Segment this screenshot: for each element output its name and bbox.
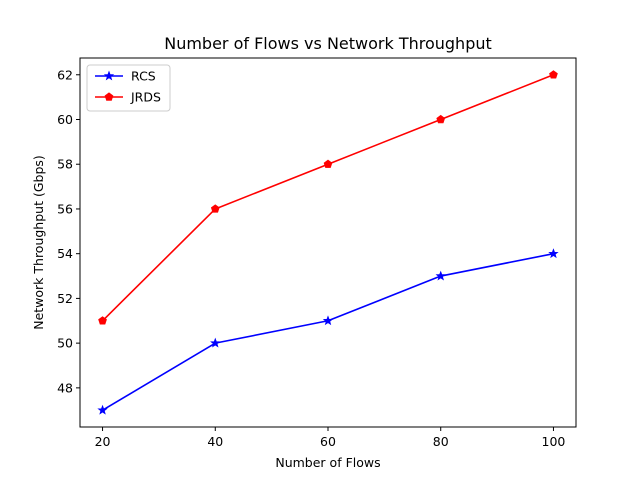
data-point-rcs: [548, 248, 559, 259]
y-axis: 48 50 52 54 56 58 60 62: [57, 67, 80, 395]
data-point-rcs: [435, 270, 446, 281]
legend-label-rcs: RCS: [131, 69, 156, 84]
data-point-jrds: [436, 114, 446, 124]
x-tick-label: 80: [433, 434, 449, 449]
x-axis-label: Number of Flows: [275, 455, 380, 470]
y-tick-label: 56: [57, 201, 73, 216]
legend-marker-jrds: [104, 92, 114, 101]
data-point-jrds: [210, 204, 220, 213]
x-tick-label: 100: [542, 434, 566, 449]
y-axis-label: Network Throughput (Gbps): [31, 155, 46, 330]
legend: RCS JRDS: [86, 64, 171, 112]
y-tick-label: 62: [57, 67, 73, 82]
data-point-rcs: [210, 337, 221, 348]
y-tick-label: 50: [57, 336, 73, 351]
x-tick-label: 60: [320, 434, 336, 449]
legend-marker-rcs: [103, 70, 115, 81]
x-axis: 20 40 60 80 100: [95, 427, 566, 449]
y-tick-label: 48: [57, 380, 73, 395]
y-tick-label: 54: [57, 246, 73, 261]
data-point-jrds: [323, 159, 333, 168]
y-tick-label: 58: [57, 157, 73, 172]
y-tick-label: 52: [57, 291, 73, 306]
series-layer: [97, 70, 559, 415]
chart-title: Number of Flows vs Network Throughput: [164, 34, 492, 53]
y-tick-label: 60: [57, 112, 73, 127]
legend-label-jrds: JRDS: [130, 90, 161, 105]
data-point-jrds: [549, 70, 558, 79]
plot-area: [80, 58, 576, 427]
x-tick-label: 20: [95, 434, 111, 449]
data-point-jrds: [98, 316, 107, 325]
x-tick-label: 40: [207, 434, 223, 449]
data-point-rcs: [322, 315, 334, 326]
data-point-rcs: [97, 404, 108, 415]
